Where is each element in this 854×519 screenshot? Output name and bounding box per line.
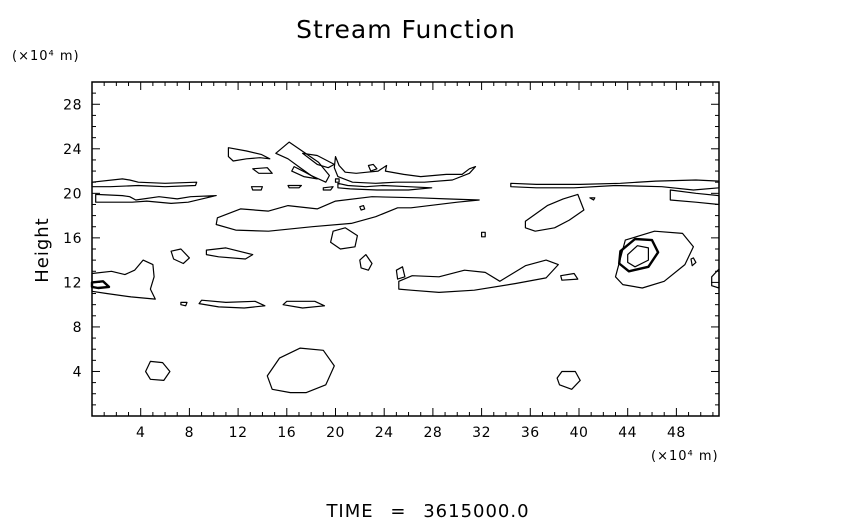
contour-line-18: [627, 245, 649, 268]
y-axis-label: Height: [32, 217, 53, 283]
contour-line-8: [90, 280, 111, 290]
contour-line-21: [215, 196, 480, 232]
contour-line-7: [91, 259, 156, 300]
contour-line-38: [287, 184, 302, 189]
contour-line-11: [330, 227, 358, 250]
x-tick-label: 48: [667, 425, 686, 441]
x-tick-label: 8: [185, 425, 194, 441]
chart-title: Stream Function: [296, 15, 516, 44]
contour-line-23: [524, 193, 585, 232]
contour-line-6: [180, 301, 188, 307]
contour-line-22: [359, 205, 366, 211]
y-tick-label: 28: [63, 97, 82, 113]
contour-line-10: [205, 247, 254, 260]
contour-line-13: [395, 266, 406, 280]
contour-line-12: [359, 254, 373, 271]
x-tick-label: 28: [423, 425, 442, 441]
contour-line-24: [481, 231, 486, 238]
x-tick-label: 16: [277, 425, 296, 441]
contour-line-9: [170, 248, 190, 265]
plot-border: [91, 81, 720, 417]
time-value: 3615000.0: [423, 501, 529, 519]
contour-line-16: [614, 230, 694, 289]
x-tick-label: 36: [521, 425, 540, 441]
x-tick-label: 32: [472, 425, 491, 441]
contour-line-3: [556, 370, 581, 390]
contour-line-1: [266, 347, 335, 394]
contour-line-17: [618, 237, 660, 273]
contour-line-14: [398, 259, 559, 293]
contour-line-28: [589, 197, 596, 201]
y-axis-unit: (×10⁴ m): [12, 49, 80, 64]
contour-line-35: [367, 163, 378, 172]
contour-line-26: [91, 178, 198, 188]
x-tick-label: 40: [570, 425, 589, 441]
plot-frame: [91, 81, 720, 417]
contour-lines: [90, 141, 720, 394]
contour-line-31: [275, 141, 330, 183]
contour-line-37: [250, 186, 263, 191]
contour-line-19: [690, 257, 697, 267]
time-equals: =: [390, 501, 406, 519]
contour-line-34: [333, 156, 477, 184]
time-label: TIME: [325, 501, 373, 519]
contour-line-5: [282, 300, 326, 309]
contour-line-20: [711, 268, 720, 289]
contour-line-41: [337, 182, 433, 191]
contour-line-27: [510, 179, 720, 191]
contour-line-2: [145, 360, 171, 381]
x-tick-label: 4: [136, 425, 145, 441]
x-tick-label: 24: [375, 425, 394, 441]
x-tick-label: 20: [326, 425, 345, 441]
y-tick-label: 16: [63, 231, 82, 247]
contour-line-29: [669, 189, 720, 206]
contour-line-25: [95, 193, 217, 204]
contour-line-39: [322, 186, 334, 191]
x-tick-label: 44: [618, 425, 637, 441]
x-tick-label: 12: [229, 425, 248, 441]
contour-line-40: [334, 178, 340, 183]
contour-line-32: [291, 166, 318, 180]
contour-line-4: [198, 299, 266, 309]
x-axis-unit: (×10⁴ m): [651, 449, 719, 464]
y-tick-label: 4: [73, 364, 82, 380]
y-tick-label: 12: [63, 275, 82, 291]
contour-line-36: [252, 167, 273, 174]
contour-line-30: [227, 147, 271, 162]
y-tick-label: 20: [63, 186, 82, 202]
time-readout: TIME = 3615000.0: [325, 501, 529, 519]
contour-line-15: [560, 272, 579, 281]
contour-line-33: [302, 152, 335, 169]
y-tick-label: 8: [73, 320, 82, 336]
y-tick-label: 24: [63, 142, 82, 158]
